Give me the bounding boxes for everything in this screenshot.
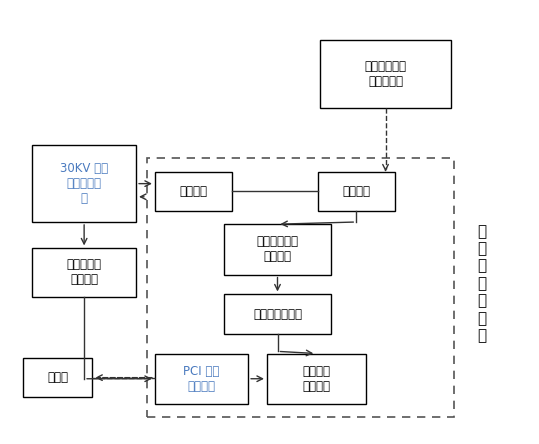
Bar bbox=[155, 171, 232, 211]
Bar bbox=[320, 40, 451, 108]
Bar bbox=[224, 294, 331, 334]
Text: 程控宽程局部
放电校准仪: 程控宽程局部 放电校准仪 bbox=[364, 60, 406, 88]
Bar bbox=[32, 248, 136, 297]
Text: 信
号
采
集
子
系
统: 信 号 采 集 子 系 统 bbox=[477, 224, 486, 343]
Bar bbox=[23, 358, 92, 397]
Bar bbox=[147, 159, 453, 417]
Text: 高稳定度高压
分压装置: 高稳定度高压 分压装置 bbox=[257, 235, 299, 263]
Text: 上位机: 上位机 bbox=[47, 371, 68, 384]
Text: 空心电感: 空心电感 bbox=[179, 185, 208, 198]
Text: 试品电缆: 试品电缆 bbox=[342, 185, 370, 198]
Bar bbox=[224, 224, 331, 274]
Bar bbox=[155, 353, 248, 404]
Text: 小信号耦合装置: 小信号耦合装置 bbox=[253, 308, 302, 321]
Bar bbox=[267, 353, 365, 404]
Bar bbox=[317, 171, 395, 211]
Text: 30KV 程控
高压直流电
源: 30KV 程控 高压直流电 源 bbox=[60, 162, 108, 205]
Text: 多点信号
采集装置: 多点信号 采集装置 bbox=[302, 365, 330, 393]
Text: PCI 远程
控制装置: PCI 远程 控制装置 bbox=[183, 365, 220, 393]
Text: 无局放高压
电子开关: 无局放高压 电子开关 bbox=[67, 258, 102, 286]
Bar bbox=[32, 145, 136, 222]
